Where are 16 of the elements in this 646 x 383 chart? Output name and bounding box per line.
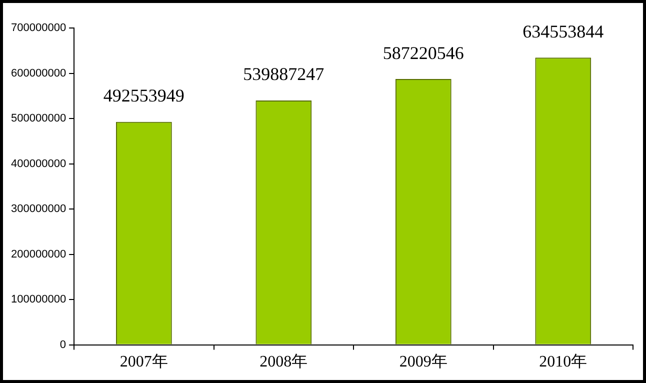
x-tick-label: 2010年 bbox=[539, 354, 588, 371]
data-label: 539887247 bbox=[243, 64, 324, 84]
y-tick-label: 700000000 bbox=[10, 22, 66, 34]
y-tick-label: 500000000 bbox=[10, 112, 66, 125]
y-tick-label: 100000000 bbox=[10, 294, 66, 306]
y-tick-label: 300000000 bbox=[10, 203, 66, 216]
y-tick-label: 200000000 bbox=[10, 248, 66, 260]
data-label: 587220546 bbox=[382, 42, 464, 63]
x-tick-label: 2009年 bbox=[399, 354, 448, 371]
x-tick-label: 2007年 bbox=[120, 354, 168, 371]
data-label: 492553949 bbox=[103, 86, 184, 106]
x-tick-label: 2008年 bbox=[260, 354, 308, 371]
y-tick-label: 600000000 bbox=[10, 67, 66, 80]
y-tick-label: 400000000 bbox=[10, 158, 66, 170]
data-label: 634553844 bbox=[522, 21, 604, 42]
y-tick-label: 0 bbox=[60, 338, 66, 351]
